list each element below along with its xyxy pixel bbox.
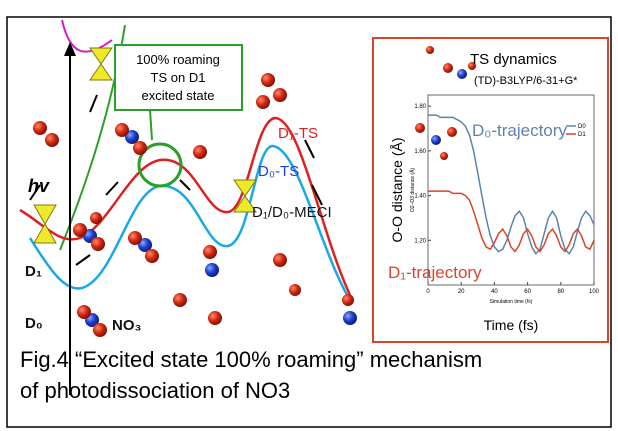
- legend-label: D0: [578, 124, 586, 130]
- y-tick-label: 1.80: [414, 104, 426, 110]
- no3-label: NO₃: [112, 317, 142, 334]
- d0-ts-label: D₀-TS: [258, 163, 299, 180]
- caption-line: Fig.4 “Excited state 100% roaming” mecha…: [20, 347, 482, 372]
- box-line: excited state: [142, 88, 215, 103]
- meci-label: D₁/D₀-MECI: [252, 204, 332, 221]
- x-axis-label: Time (fs): [484, 317, 539, 333]
- y-axis-label: O-O distance (Å): [389, 137, 405, 242]
- box-line: TS on D1: [151, 70, 206, 85]
- y-tick-label: 1.40: [414, 194, 426, 200]
- inset-title: TS dynamics: [470, 51, 557, 68]
- legend-label: D1: [578, 132, 586, 138]
- arrowhead: [64, 42, 76, 56]
- d0-curve: [30, 146, 350, 300]
- figure: 100% roaming TS on D1 excited state hv D…: [0, 0, 618, 431]
- d1-label: D₁: [25, 263, 42, 280]
- diagram: 100% roaming TS on D1 excited state hv D…: [20, 20, 357, 395]
- inset-subtitle: (TD)-B3LYP/6-31+G*: [474, 75, 578, 87]
- x-tick-label: 100: [589, 289, 600, 295]
- x-tick-label: 40: [491, 289, 498, 295]
- d0-trajectory-label: D₀-trajectory: [472, 121, 567, 140]
- d0-label: D₀: [25, 315, 43, 332]
- d1-ts-label: D₁-TS: [278, 125, 318, 142]
- x-tick-label: 60: [524, 289, 531, 295]
- y-tick-label: 1.20: [414, 238, 426, 244]
- inner-x-label: Simulation time (fs): [490, 299, 533, 305]
- hv-label: hv: [28, 176, 50, 196]
- callout-arrow: [150, 110, 152, 140]
- caption-line: of photodissociation of NO3: [20, 378, 290, 403]
- d1-trajectory-label: D₁-trajectory: [388, 263, 482, 282]
- y-tick-label: 1.60: [414, 149, 426, 155]
- x-tick-label: 20: [458, 289, 465, 295]
- box-line: 100% roaming: [136, 52, 220, 67]
- x-tick-label: 80: [557, 289, 564, 295]
- inner-y-label: O2–O3 distance (Å): [409, 168, 416, 213]
